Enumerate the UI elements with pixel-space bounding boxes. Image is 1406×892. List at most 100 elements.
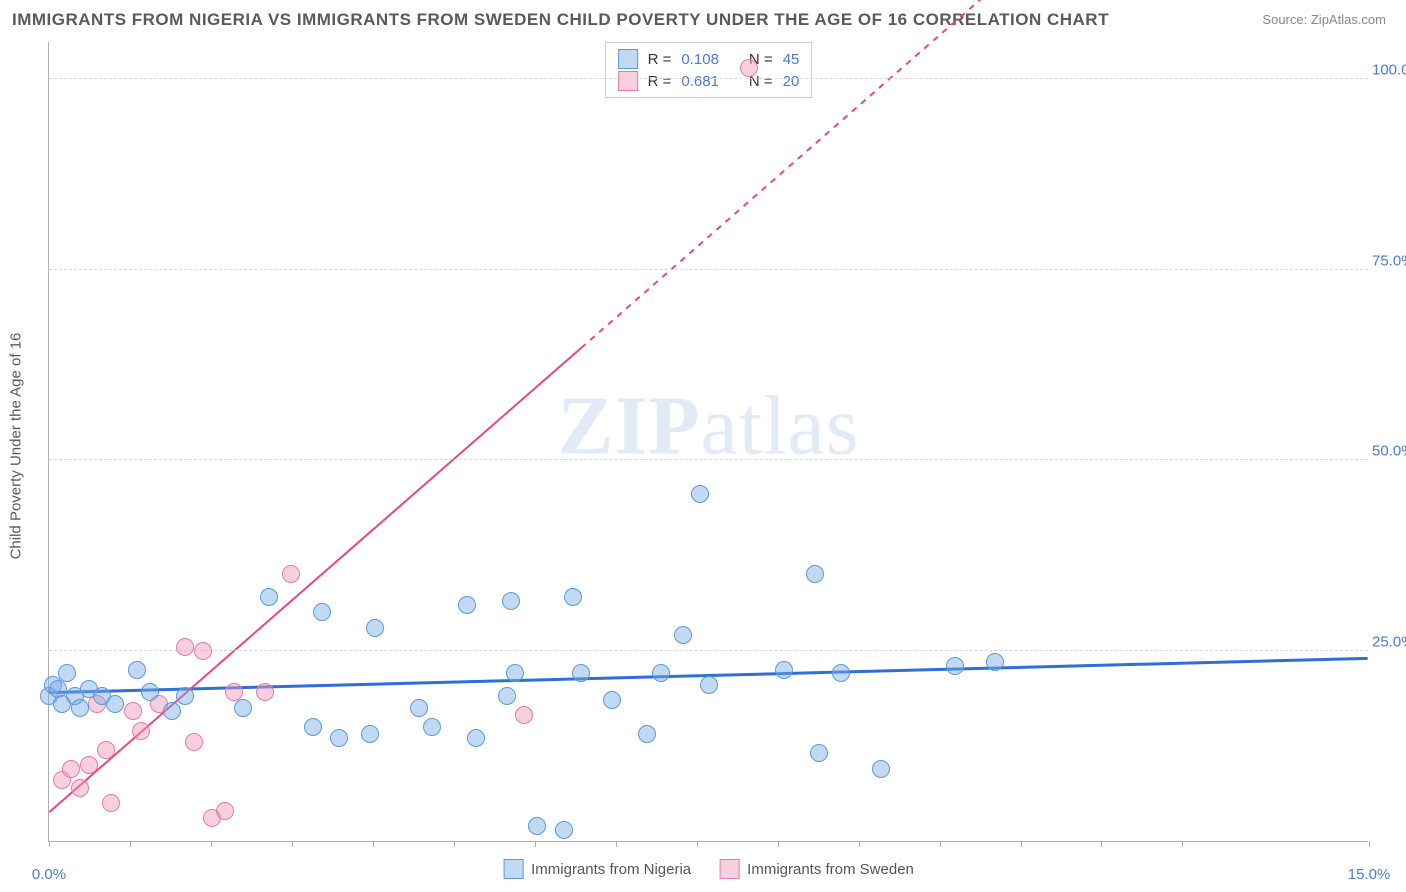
r-value-sweden: 0.681 xyxy=(681,73,719,90)
trend-line xyxy=(49,348,581,812)
data-point-nigeria xyxy=(810,744,828,762)
legend-item-sweden: Immigrants from Sweden xyxy=(719,859,914,879)
data-point-nigeria xyxy=(366,619,384,637)
r-label: R = xyxy=(648,73,672,90)
swatch-sweden xyxy=(618,71,638,91)
data-point-sweden xyxy=(515,706,533,724)
data-point-nigeria xyxy=(410,699,428,717)
chart-title: IMMIGRANTS FROM NIGERIA VS IMMIGRANTS FR… xyxy=(12,10,1109,30)
data-point-nigeria xyxy=(502,592,520,610)
data-point-sweden xyxy=(71,779,89,797)
correlation-legend: R = 0.108 N = 45 R = 0.681 N = 20 xyxy=(605,42,813,98)
data-point-nigeria xyxy=(700,676,718,694)
swatch-nigeria xyxy=(618,49,638,69)
xtick-mark xyxy=(292,841,293,847)
data-point-nigeria xyxy=(260,588,278,606)
data-point-sweden xyxy=(97,741,115,759)
data-point-sweden xyxy=(102,794,120,812)
xtick-mark xyxy=(211,841,212,847)
data-point-sweden xyxy=(132,722,150,740)
data-point-nigeria xyxy=(652,664,670,682)
data-point-nigeria xyxy=(691,485,709,503)
xtick-label: 0.0% xyxy=(32,866,66,883)
xtick-mark xyxy=(454,841,455,847)
data-point-nigeria xyxy=(141,683,159,701)
data-point-nigeria xyxy=(71,699,89,717)
xtick-mark xyxy=(697,841,698,847)
xtick-mark xyxy=(778,841,779,847)
data-point-nigeria xyxy=(304,718,322,736)
ytick-label: 75.0% xyxy=(1372,252,1406,269)
xtick-mark xyxy=(1021,841,1022,847)
swatch-sweden-bottom xyxy=(719,859,739,879)
data-point-nigeria xyxy=(163,702,181,720)
data-point-nigeria xyxy=(555,821,573,839)
gridline xyxy=(49,459,1368,460)
data-point-sweden xyxy=(282,565,300,583)
data-point-nigeria xyxy=(423,718,441,736)
ytick-label: 100.0% xyxy=(1372,62,1406,79)
y-axis-label: Child Poverty Under the Age of 16 xyxy=(8,333,25,560)
data-point-sweden xyxy=(216,802,234,820)
legend-row-sweden: R = 0.681 N = 20 xyxy=(618,71,800,91)
xtick-mark xyxy=(130,841,131,847)
data-point-nigeria xyxy=(128,661,146,679)
data-point-sweden xyxy=(256,683,274,701)
data-point-nigeria xyxy=(234,699,252,717)
data-point-sweden xyxy=(185,733,203,751)
data-point-nigeria xyxy=(506,664,524,682)
xtick-mark xyxy=(940,841,941,847)
data-point-nigeria xyxy=(58,664,76,682)
source-attribution: Source: ZipAtlas.com xyxy=(1262,12,1386,27)
data-point-nigeria xyxy=(458,596,476,614)
xtick-mark xyxy=(1182,841,1183,847)
xtick-mark xyxy=(49,841,50,847)
n-value-nigeria: 45 xyxy=(783,51,800,68)
swatch-nigeria-bottom xyxy=(503,859,523,879)
series-legend: Immigrants from Nigeria Immigrants from … xyxy=(503,859,914,879)
data-point-nigeria xyxy=(176,687,194,705)
data-point-sweden xyxy=(176,638,194,656)
data-point-nigeria xyxy=(498,687,516,705)
data-point-nigeria xyxy=(832,664,850,682)
data-point-sweden xyxy=(124,702,142,720)
data-point-sweden xyxy=(194,642,212,660)
data-point-nigeria xyxy=(872,760,890,778)
gridline xyxy=(49,269,1368,270)
data-point-nigeria xyxy=(564,588,582,606)
watermark-atlas: atlas xyxy=(701,379,860,472)
data-point-nigeria xyxy=(467,729,485,747)
data-point-nigeria xyxy=(806,565,824,583)
data-point-nigeria xyxy=(106,695,124,713)
plot-area: ZIPatlas R = 0.108 N = 45 R = 0.681 N = … xyxy=(48,42,1368,842)
data-point-nigeria xyxy=(361,725,379,743)
data-point-nigeria xyxy=(638,725,656,743)
xtick-mark xyxy=(859,841,860,847)
ytick-label: 50.0% xyxy=(1372,443,1406,460)
data-point-nigeria xyxy=(330,729,348,747)
gridline xyxy=(49,78,1368,79)
legend-label-nigeria: Immigrants from Nigeria xyxy=(531,861,691,878)
xtick-mark xyxy=(616,841,617,847)
source-label: Source: xyxy=(1262,12,1307,27)
legend-row-nigeria: R = 0.108 N = 45 xyxy=(618,49,800,69)
data-point-nigeria xyxy=(775,661,793,679)
data-point-nigeria xyxy=(946,657,964,675)
legend-item-nigeria: Immigrants from Nigeria xyxy=(503,859,691,879)
n-value-sweden: 20 xyxy=(783,73,800,90)
r-value-nigeria: 0.108 xyxy=(681,51,719,68)
xtick-mark xyxy=(535,841,536,847)
r-label: R = xyxy=(648,51,672,68)
xtick-mark xyxy=(1369,841,1370,847)
xtick-mark xyxy=(1101,841,1102,847)
legend-label-sweden: Immigrants from Sweden xyxy=(747,861,914,878)
gridline xyxy=(49,650,1368,651)
xtick-mark xyxy=(373,841,374,847)
data-point-nigeria xyxy=(572,664,590,682)
data-point-sweden xyxy=(740,59,758,77)
data-point-nigeria xyxy=(986,653,1004,671)
xtick-label: 15.0% xyxy=(1348,866,1391,883)
data-point-sweden xyxy=(80,756,98,774)
data-point-sweden xyxy=(62,760,80,778)
source-value: ZipAtlas.com xyxy=(1311,12,1386,27)
